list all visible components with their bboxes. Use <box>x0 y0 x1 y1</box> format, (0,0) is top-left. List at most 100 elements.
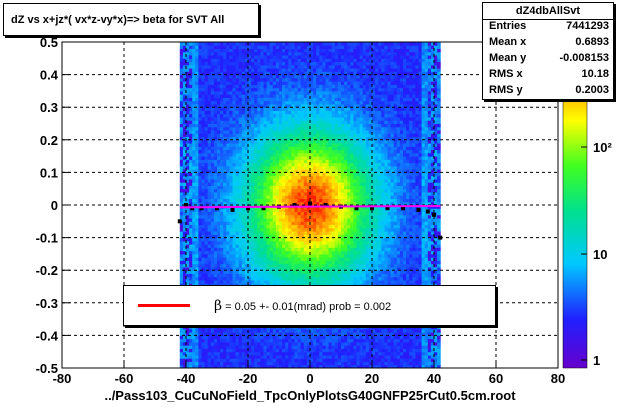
heatmap-cell <box>182 188 187 193</box>
heatmap-cell <box>263 159 268 164</box>
heatmap-cell <box>254 162 258 167</box>
heatmap-cell <box>217 123 221 128</box>
heatmap-cell <box>322 182 326 186</box>
heatmap-cell <box>235 250 240 255</box>
heatmap-cell <box>331 90 336 95</box>
heatmap-cell <box>319 247 323 252</box>
heatmap-cell <box>179 250 184 255</box>
heatmap-cell <box>322 257 326 261</box>
heatmap-cell <box>306 208 311 213</box>
heatmap-cell <box>291 55 295 59</box>
heatmap-cell <box>257 227 261 232</box>
heatmap-cell <box>325 133 330 138</box>
heatmap-cell <box>207 231 212 235</box>
heatmap-cell <box>269 152 274 157</box>
heatmap-cell <box>313 113 317 118</box>
heatmap-cell <box>257 234 261 239</box>
heatmap-cell <box>285 364 289 368</box>
heatmap-cell <box>217 42 221 46</box>
heatmap-cell <box>210 68 215 72</box>
heatmap-cell <box>297 110 302 115</box>
heatmap-cell <box>282 165 286 170</box>
heatmap-cell <box>313 260 317 265</box>
heatmap-cell <box>238 94 243 98</box>
heatmap-cell <box>232 231 237 235</box>
heatmap-cell <box>229 325 233 330</box>
heatmap-cell <box>192 45 196 50</box>
heatmap-cell <box>204 354 209 359</box>
heatmap-cell <box>300 361 305 366</box>
heatmap-cell <box>275 208 280 213</box>
heatmap-cell <box>269 45 274 50</box>
heatmap-cell <box>248 74 252 79</box>
heatmap-cell <box>207 263 212 268</box>
heatmap-cell <box>204 182 209 186</box>
heatmap-cell <box>189 279 193 284</box>
heatmap-cell <box>266 332 271 336</box>
heatmap-cell <box>201 100 206 105</box>
heatmap-cell <box>213 234 218 239</box>
heatmap-cell <box>229 270 233 274</box>
heatmap-cell <box>300 120 305 124</box>
heatmap-cell <box>198 224 202 229</box>
heatmap-cell <box>297 149 302 154</box>
heatmap-cell <box>192 42 196 46</box>
heatmap-cell <box>251 260 255 265</box>
heatmap-cell <box>232 188 237 193</box>
heatmap-cell <box>226 51 230 56</box>
heatmap-cell <box>294 348 299 353</box>
heatmap-cell <box>322 139 326 144</box>
heatmap-cell <box>179 260 184 265</box>
heatmap-cell <box>285 273 289 278</box>
heatmap-cell <box>189 45 193 50</box>
heatmap-cell <box>248 162 252 167</box>
heatmap-cell <box>303 100 308 105</box>
heatmap-cell <box>248 198 252 203</box>
heatmap-cell <box>186 48 190 53</box>
heatmap-cell <box>322 42 326 46</box>
heatmap-cell <box>207 156 212 160</box>
heatmap-cell <box>288 152 292 157</box>
heatmap-cell <box>182 270 187 274</box>
heatmap-cell <box>275 94 280 98</box>
heatmap-cell <box>306 253 311 258</box>
heatmap-cell <box>251 250 255 255</box>
heatmap-cell <box>186 178 190 183</box>
heatmap-cell <box>275 172 280 177</box>
heatmap-cell <box>288 55 292 59</box>
heatmap-cell <box>192 172 196 177</box>
heatmap-cell <box>204 143 209 147</box>
heatmap-cell <box>232 178 237 183</box>
heatmap-cell <box>254 178 258 183</box>
heatmap-cell <box>300 250 305 255</box>
heatmap-cell <box>272 351 277 356</box>
heatmap-cell <box>310 61 314 66</box>
heatmap-cell <box>192 240 196 245</box>
heatmap-cell <box>325 266 330 271</box>
heatmap-cell <box>229 149 233 154</box>
heatmap-cell <box>328 178 333 183</box>
heatmap-cell <box>251 208 255 213</box>
heatmap-cell <box>232 273 237 278</box>
heatmap-cell <box>248 234 252 239</box>
heatmap-cell <box>189 182 193 186</box>
heatmap-cell <box>217 143 221 147</box>
heatmap-cell <box>322 211 326 216</box>
heatmap-cell <box>201 110 206 115</box>
heatmap-cell <box>310 45 314 50</box>
heatmap-cell <box>300 244 305 248</box>
heatmap-cell <box>316 61 320 66</box>
heatmap-cell <box>282 64 286 69</box>
heatmap-cell <box>198 120 202 124</box>
heatmap-cell <box>266 126 271 131</box>
heatmap-cell <box>294 325 299 330</box>
heatmap-cell <box>275 250 280 255</box>
heatmap-cell <box>198 335 202 340</box>
heatmap-cell <box>189 172 193 177</box>
heatmap-cell <box>220 126 224 131</box>
heatmap-cell <box>251 97 255 102</box>
heatmap-cell <box>248 364 252 368</box>
heatmap-cell <box>213 270 218 274</box>
heatmap-cell <box>207 68 212 72</box>
heatmap-cell <box>220 198 224 203</box>
